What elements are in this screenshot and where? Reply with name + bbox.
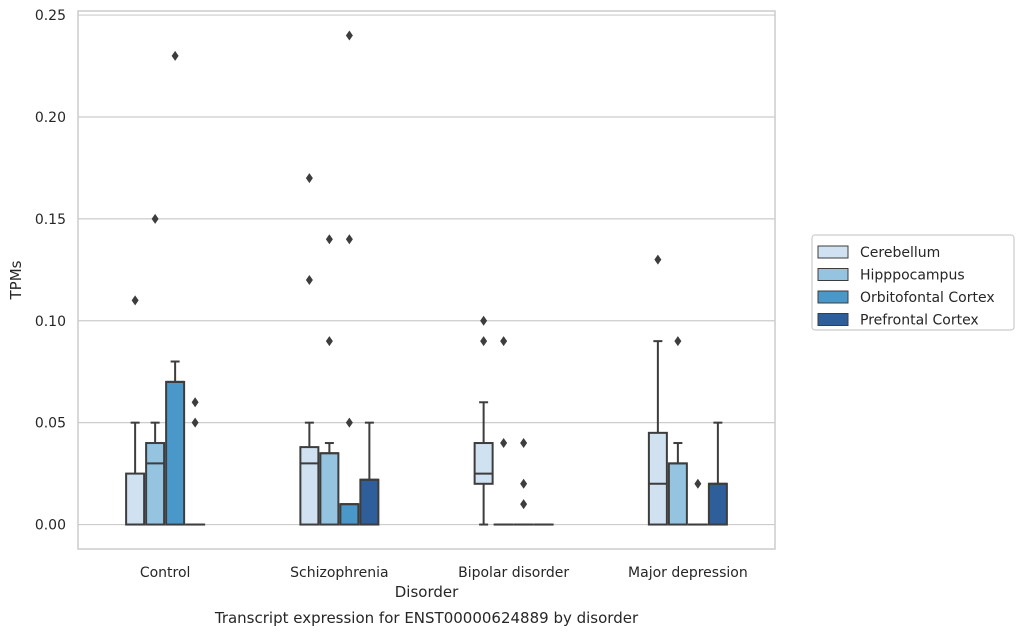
box-group bbox=[493, 336, 514, 526]
box-group bbox=[185, 397, 206, 526]
box-group bbox=[359, 421, 380, 526]
y-tick-label: 0.15 bbox=[35, 212, 66, 228]
outlier-point bbox=[654, 254, 662, 265]
box-group bbox=[473, 315, 494, 526]
box-group bbox=[647, 254, 668, 526]
y-tick-label: 0.05 bbox=[35, 416, 66, 432]
outlier-point bbox=[345, 234, 353, 245]
outlier-point bbox=[520, 478, 528, 489]
box bbox=[473, 442, 494, 485]
box bbox=[667, 462, 688, 526]
y-tick-label: 0.00 bbox=[35, 518, 66, 534]
box-group bbox=[165, 50, 186, 526]
legend-frame bbox=[811, 234, 1015, 331]
box-group bbox=[145, 213, 166, 526]
box bbox=[299, 446, 320, 526]
outlier-point bbox=[191, 397, 199, 408]
outlier-point bbox=[171, 50, 179, 61]
outlier-point bbox=[500, 438, 508, 449]
legend-swatch bbox=[817, 313, 849, 326]
box-group bbox=[339, 30, 360, 526]
box-group bbox=[707, 421, 728, 526]
legend-label: Prefrontal Cortex bbox=[860, 313, 979, 329]
outlier-point bbox=[520, 438, 528, 449]
box bbox=[125, 472, 146, 526]
box-group bbox=[125, 295, 146, 526]
outlier-point bbox=[694, 478, 702, 489]
box bbox=[319, 452, 340, 526]
outlier-point bbox=[191, 417, 199, 428]
outlier-point bbox=[305, 275, 313, 285]
y-tick-label: 0.20 bbox=[35, 110, 66, 126]
x-tick-label: Bipolar disorder bbox=[458, 565, 569, 581]
box bbox=[359, 478, 380, 526]
box-group bbox=[513, 438, 534, 526]
outlier-point bbox=[480, 315, 488, 326]
y-tick-label: 0.10 bbox=[35, 314, 66, 330]
outlier-point bbox=[520, 499, 528, 510]
legend-label: Hipppocampus bbox=[860, 268, 965, 284]
legend-swatch bbox=[817, 290, 849, 304]
outlier-point bbox=[325, 234, 333, 245]
outlier-point bbox=[151, 213, 159, 224]
box-plots bbox=[125, 30, 728, 526]
y-axis-label: TPMs bbox=[7, 260, 25, 300]
x-axis-label: Disorder bbox=[395, 583, 459, 601]
y-tick-label: 0.25 bbox=[35, 8, 66, 24]
box bbox=[165, 380, 186, 526]
box bbox=[707, 482, 728, 526]
box bbox=[647, 431, 668, 526]
box bbox=[145, 442, 166, 526]
x-tick-label: Control bbox=[140, 565, 191, 581]
box-group bbox=[299, 173, 320, 526]
plot-area-frame bbox=[77, 10, 776, 550]
legend-swatch bbox=[817, 245, 849, 259]
outlier-point bbox=[674, 336, 682, 347]
legend-swatch bbox=[817, 268, 849, 281]
outlier-point bbox=[131, 295, 139, 306]
legend: Cerebellum Hipppocampus Orbitofontal Corte… bbox=[811, 234, 1015, 331]
y-tick-labels: 0.00 0.05 0.10 0.15 0.20 0.25 bbox=[35, 8, 66, 533]
box-group bbox=[687, 478, 708, 526]
x-tick-label: Schizophrenia bbox=[290, 565, 388, 581]
legend-label: Orbitofontal Cortex bbox=[860, 290, 995, 306]
outlier-point bbox=[345, 417, 353, 428]
outlier-point bbox=[345, 30, 353, 41]
legend-label: Cerebellum bbox=[860, 245, 940, 261]
x-tick-labels: Control Schizophrenia Bipolar disorder Majo… bbox=[140, 565, 748, 581]
box-group bbox=[667, 336, 688, 526]
box-group bbox=[319, 234, 340, 526]
outlier-point bbox=[305, 173, 313, 184]
outlier-point bbox=[325, 336, 333, 347]
outlier-point bbox=[480, 336, 488, 347]
box bbox=[339, 503, 360, 526]
outlier-point bbox=[500, 336, 508, 347]
chart-title: Transcript expression for ENST0000062488… bbox=[214, 609, 639, 627]
x-tick-label: Major depression bbox=[628, 565, 748, 581]
